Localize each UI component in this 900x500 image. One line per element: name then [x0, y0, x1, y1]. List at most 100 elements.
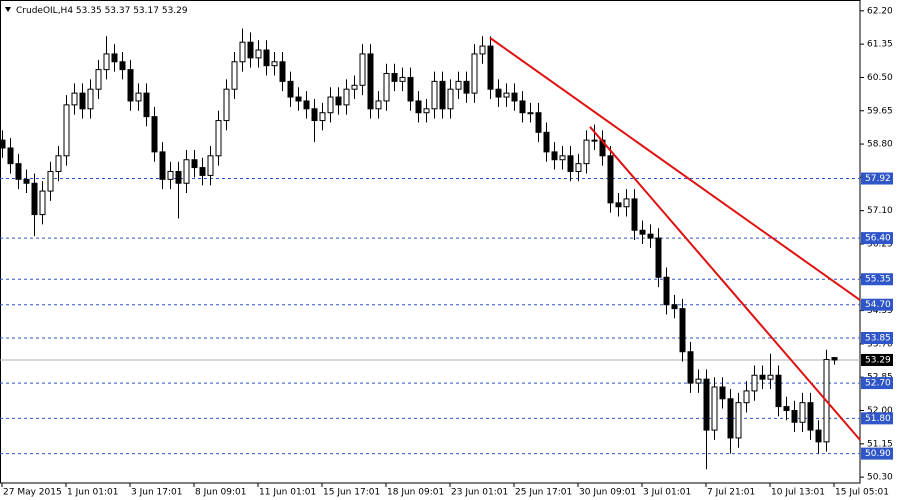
candle-body	[191, 159, 198, 169]
menu-triangle	[5, 7, 11, 12]
candle-body	[815, 429, 822, 443]
candle-body	[831, 357, 838, 361]
candle-body	[63, 104, 70, 157]
candle-body	[711, 386, 718, 431]
candle-body	[447, 88, 454, 110]
candle-body	[455, 80, 462, 90]
y-tick-label: 61.35	[867, 40, 893, 50]
candle-body	[799, 402, 806, 423]
candle-body	[511, 92, 518, 102]
candle-body	[671, 304, 678, 310]
candle-body	[367, 53, 374, 110]
x-tick-label: 27 May 2015	[3, 488, 62, 498]
x-tick-label: 7 Jul 21:01	[707, 488, 755, 498]
level-label: 55.35	[865, 275, 891, 285]
candle-body	[383, 73, 390, 102]
candle-body	[615, 202, 622, 208]
x-tick-label: 3 Jul 01:01	[643, 488, 691, 498]
y-tick-label: 54.55	[867, 306, 893, 316]
candle-body	[0, 139, 6, 149]
level-label-bg	[861, 447, 893, 460]
candle-body	[495, 88, 502, 98]
candle-body	[543, 131, 550, 153]
candle-body	[415, 100, 422, 114]
candle-body	[215, 120, 222, 157]
level-label: 50.90	[865, 449, 891, 459]
y-tick-label: 50.30	[867, 473, 893, 483]
candle-body	[199, 167, 206, 176]
x-tick-label: 15 Jul 05:01	[835, 488, 889, 498]
candle-body	[375, 100, 382, 110]
candle-body	[423, 108, 430, 114]
level-label: 53.85	[865, 334, 891, 344]
candle-body	[695, 378, 702, 384]
open-value: 53.35	[76, 6, 102, 16]
candle-body	[167, 170, 174, 180]
candle-body	[47, 170, 54, 192]
candle-body	[791, 410, 798, 423]
candle-body	[327, 96, 334, 114]
candle-body	[287, 80, 294, 98]
y-tick-label: 62.20	[867, 6, 893, 16]
candle-body	[311, 108, 318, 122]
candle-body	[111, 53, 118, 63]
candle-body	[135, 92, 142, 102]
candle-body	[279, 61, 286, 82]
symbol: CrudeOIL,H4	[16, 6, 73, 16]
y-tick-label: 51.15	[867, 439, 893, 449]
candle-body	[527, 112, 534, 115]
candle-body	[255, 49, 262, 59]
candle-body	[151, 116, 158, 153]
candle-body	[463, 80, 470, 94]
candle-body	[503, 92, 510, 98]
candle-body	[439, 80, 446, 110]
y-tick-label: 53.70	[867, 339, 893, 349]
candle-body	[223, 88, 230, 122]
level-label: 52.70	[865, 379, 891, 389]
candle-body	[631, 198, 638, 231]
candle-body	[783, 406, 790, 412]
candle-body	[343, 88, 350, 106]
trendline	[589, 126, 861, 441]
candle-body	[807, 402, 814, 431]
candle-body	[639, 229, 646, 235]
x-tick-label: 25 Jun 17:01	[515, 488, 572, 498]
candle-body	[239, 41, 246, 63]
candle-body	[207, 155, 214, 176]
x-tick-label: 30 Jun 09:01	[579, 488, 636, 498]
candle-body	[71, 92, 78, 106]
candle-body	[23, 178, 30, 184]
candle-body	[535, 112, 542, 133]
candle-body	[623, 198, 630, 208]
level-label: 51.80	[865, 414, 891, 424]
low-value: 53.17	[133, 6, 159, 16]
candle-body	[127, 69, 134, 102]
candle-body	[759, 374, 766, 380]
level-label: 57.92	[865, 174, 891, 184]
level-label-bg	[861, 273, 893, 286]
candle-body	[55, 155, 62, 172]
candle-body	[479, 45, 486, 55]
x-tick-label: 11 Jun 01:01	[259, 488, 316, 498]
candle-body	[119, 61, 126, 71]
candle-body	[471, 53, 478, 94]
trendline	[489, 37, 861, 301]
candle-body	[751, 374, 758, 392]
y-tick-label: 59.65	[867, 106, 893, 116]
candle-body	[703, 378, 710, 431]
candle-body	[359, 53, 366, 86]
candle-body	[319, 112, 326, 122]
candle-body	[583, 139, 590, 165]
y-tick-label: 56.25	[867, 239, 893, 249]
candle-body	[775, 374, 782, 408]
candle-body	[559, 155, 566, 161]
candle-body	[87, 88, 94, 110]
candle-body	[727, 398, 734, 439]
candle-body	[183, 159, 190, 184]
x-tick-label: 18 Jun 09:01	[387, 488, 444, 498]
candle-body	[295, 96, 302, 102]
x-tick-label: 23 Jun 01:01	[451, 488, 508, 498]
candle-body	[391, 73, 398, 82]
level-label-bg	[861, 232, 893, 245]
